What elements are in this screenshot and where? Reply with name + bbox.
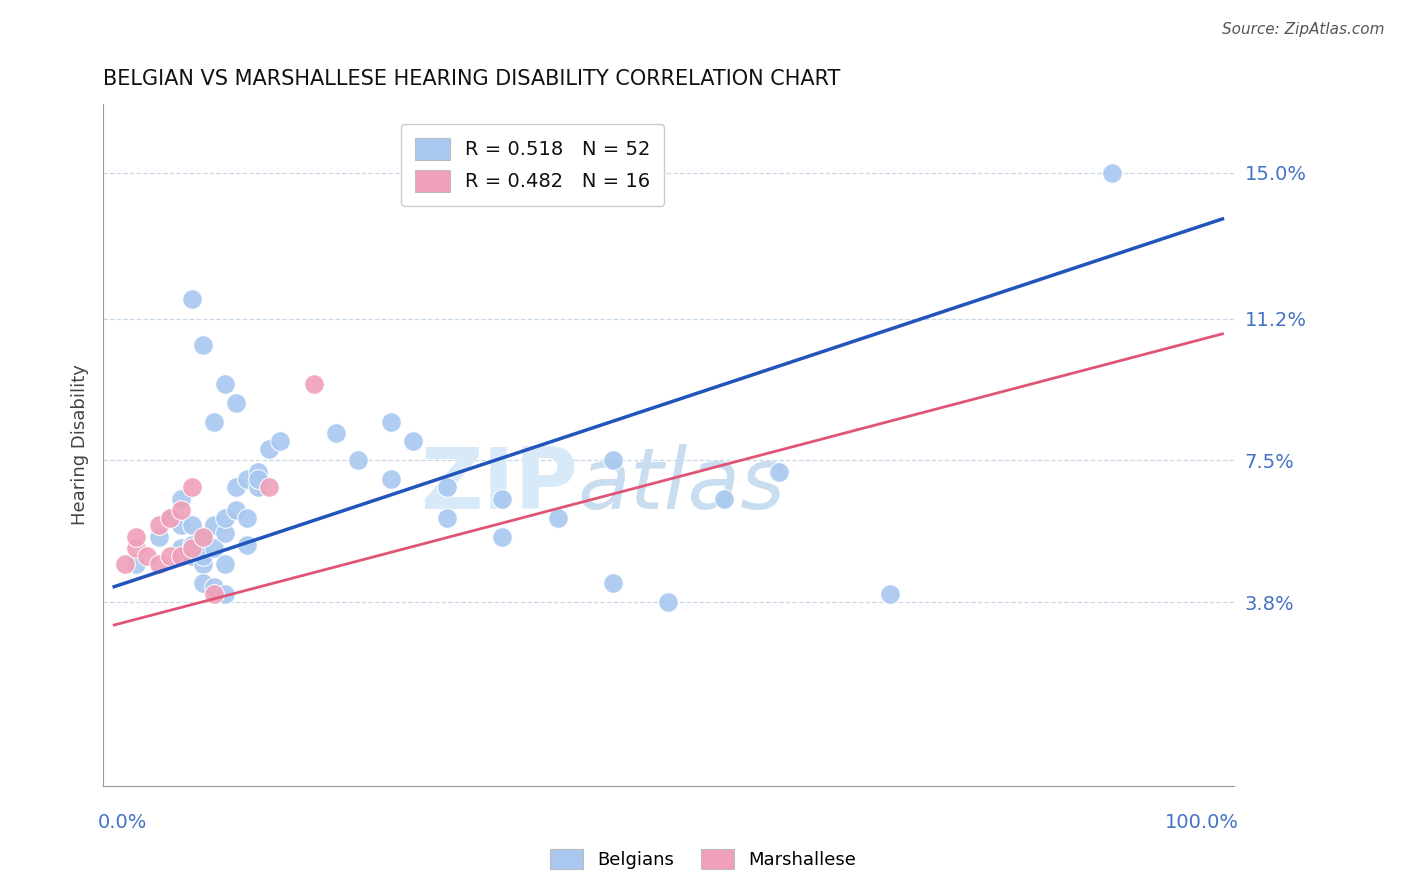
Point [380, 472, 402, 486]
Point [170, 549, 193, 563]
Point [180, 541, 202, 556]
Point [247, 465, 270, 479]
Point [202, 587, 225, 601]
Point [247, 472, 270, 486]
Point [202, 580, 225, 594]
Point [879, 587, 901, 601]
Point [768, 465, 790, 479]
Point [170, 503, 193, 517]
Point [125, 530, 148, 544]
Text: atlas: atlas [578, 444, 786, 527]
Text: BELGIAN VS MARSHALLESE HEARING DISABILITY CORRELATION CHART: BELGIAN VS MARSHALLESE HEARING DISABILIT… [103, 69, 841, 88]
Point [136, 549, 159, 563]
Point [259, 442, 281, 456]
Point [180, 518, 202, 533]
Point [191, 575, 214, 590]
Point [547, 510, 569, 524]
Point [247, 480, 270, 494]
Point [491, 491, 513, 506]
Point [125, 557, 148, 571]
Point [236, 510, 259, 524]
Point [159, 510, 181, 524]
Point [159, 549, 181, 563]
Point [180, 293, 202, 307]
Point [225, 396, 247, 410]
Point [602, 575, 624, 590]
Point [180, 549, 202, 563]
Text: 0.0%: 0.0% [97, 814, 146, 832]
Legend: Belgians, Marshallese: Belgians, Marshallese [541, 839, 865, 879]
Point [125, 541, 148, 556]
Point [402, 434, 425, 449]
Point [325, 426, 347, 441]
Point [236, 537, 259, 551]
Point [180, 480, 202, 494]
Point [180, 537, 202, 551]
Point [148, 518, 170, 533]
Text: Source: ZipAtlas.com: Source: ZipAtlas.com [1222, 22, 1385, 37]
Point [602, 453, 624, 467]
Text: ZIP: ZIP [420, 444, 578, 527]
Point [148, 557, 170, 571]
Point [214, 376, 236, 391]
Point [491, 530, 513, 544]
Point [214, 510, 236, 524]
Point [214, 557, 236, 571]
Point [259, 480, 281, 494]
Point [225, 503, 247, 517]
Point [170, 541, 193, 556]
Point [202, 518, 225, 533]
Point [191, 557, 214, 571]
Point [191, 530, 214, 544]
Point [114, 557, 136, 571]
Point [191, 338, 214, 352]
Point [657, 595, 679, 609]
Point [713, 491, 735, 506]
Text: 100.0%: 100.0% [1166, 814, 1239, 832]
Legend: R = 0.518   N = 52, R = 0.482   N = 16: R = 0.518 N = 52, R = 0.482 N = 16 [401, 124, 664, 206]
Point [436, 480, 458, 494]
Point [191, 530, 214, 544]
Point [1101, 166, 1123, 180]
Point [202, 541, 225, 556]
Point [214, 526, 236, 541]
Point [170, 491, 193, 506]
Point [236, 472, 259, 486]
Point [436, 510, 458, 524]
Point [269, 434, 291, 449]
Point [214, 587, 236, 601]
Point [170, 518, 193, 533]
Point [148, 530, 170, 544]
Point [225, 480, 247, 494]
Point [380, 415, 402, 429]
Point [302, 376, 325, 391]
Point [347, 453, 370, 467]
Point [159, 510, 181, 524]
Point [202, 415, 225, 429]
Point [191, 549, 214, 563]
Y-axis label: Hearing Disability: Hearing Disability [72, 365, 89, 525]
